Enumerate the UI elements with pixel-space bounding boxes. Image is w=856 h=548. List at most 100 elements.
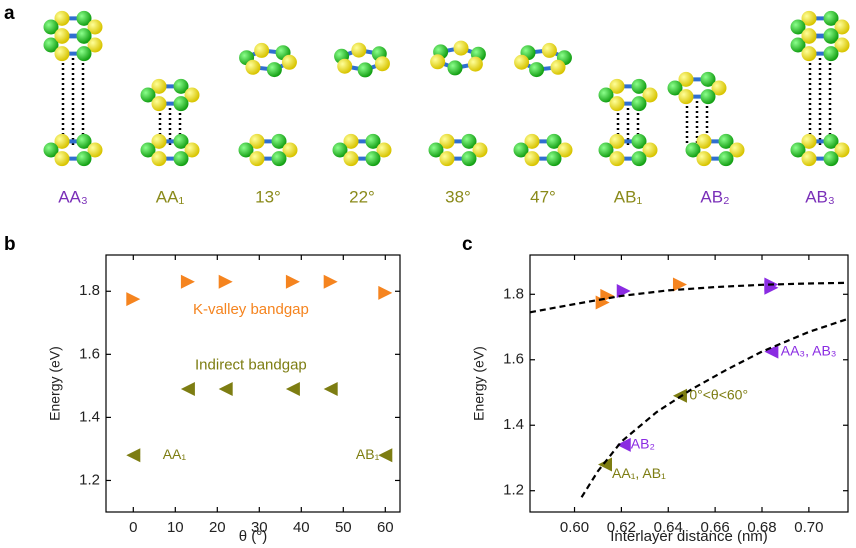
atom	[254, 43, 269, 58]
structures	[44, 11, 850, 166]
structure-label: AB₁	[614, 187, 643, 206]
data-point	[324, 382, 338, 396]
atom	[174, 151, 189, 166]
atom	[529, 62, 544, 77]
atom	[344, 151, 359, 166]
atom	[632, 96, 647, 111]
x-tick-label: 20	[209, 519, 226, 536]
structure-label: 47°	[530, 187, 556, 206]
atom	[701, 89, 716, 104]
atom	[358, 62, 373, 77]
atom	[152, 151, 167, 166]
data-point	[181, 275, 195, 289]
x-tick-label: 0.60	[560, 519, 589, 536]
atom	[679, 89, 694, 104]
atom	[462, 151, 477, 166]
atom	[514, 55, 529, 70]
atom	[453, 41, 468, 56]
data-point	[181, 382, 195, 396]
atom	[366, 151, 381, 166]
annotation: K-valley bandgap	[193, 301, 309, 318]
x-tick-label: 0.70	[794, 519, 823, 536]
atom	[174, 96, 189, 111]
data-point	[286, 275, 300, 289]
x-tick-label: 10	[167, 519, 184, 536]
annotation: AB₁	[356, 446, 380, 462]
atom	[802, 28, 817, 43]
atom	[440, 151, 455, 166]
data-point	[600, 289, 614, 303]
data-point	[324, 275, 338, 289]
x-axis-label: Interlayer distance (nm)	[610, 528, 768, 545]
y-axis-label: Energy (eV)	[47, 346, 63, 421]
structure-label: AA₁	[156, 187, 185, 206]
atom	[77, 151, 92, 166]
atom	[610, 151, 625, 166]
atom	[245, 60, 260, 75]
figure: a AA₃AA₁13°22°38°47°AB₁AB₂AB₃b0102030405…	[0, 0, 856, 548]
atom	[77, 46, 92, 61]
y-tick-label: 1.2	[503, 482, 524, 499]
x-axis-label: θ (°)	[239, 528, 268, 545]
x-tick-label: 50	[335, 519, 352, 536]
annotation: AB₂	[631, 436, 655, 452]
annotation: AA₃, AB₃	[781, 342, 837, 358]
atom	[525, 151, 540, 166]
y-tick-label: 1.8	[79, 282, 100, 299]
y-axis-label: Energy (eV)	[471, 346, 487, 421]
atom	[375, 56, 390, 71]
atom	[824, 46, 839, 61]
y-tick-label: 1.2	[79, 471, 100, 488]
atom	[448, 60, 463, 75]
atom	[55, 46, 70, 61]
panel-label: c	[462, 234, 473, 255]
data-point	[286, 382, 300, 396]
atom	[250, 151, 265, 166]
structure-label: 13°	[255, 187, 281, 206]
plot-frame	[530, 255, 848, 512]
y-tick-label: 1.8	[503, 285, 524, 302]
atom	[152, 96, 167, 111]
x-tick-label: 60	[377, 519, 394, 536]
y-tick-label: 1.6	[79, 345, 100, 362]
panel-label: a	[4, 3, 15, 24]
plot-frame	[106, 255, 400, 512]
atom	[632, 151, 647, 166]
atom	[430, 54, 445, 69]
data-point	[126, 448, 140, 462]
data-point	[219, 275, 233, 289]
atom	[547, 151, 562, 166]
y-tick-label: 1.6	[503, 351, 524, 368]
panel-label: b	[4, 234, 16, 255]
atom	[551, 60, 566, 75]
x-tick-label: 40	[293, 519, 310, 536]
annotation: AA₁, AB₁	[612, 465, 666, 481]
atom	[337, 59, 352, 74]
data-point	[126, 292, 140, 306]
atom	[351, 43, 366, 58]
annotation: 0°<θ<60°	[689, 386, 748, 402]
y-tick-label: 1.4	[503, 416, 524, 433]
atom	[542, 43, 557, 58]
y-tick-label: 1.4	[79, 408, 100, 425]
structure-label: 38°	[445, 187, 471, 206]
data-point	[378, 286, 392, 300]
data-point	[219, 382, 233, 396]
structure-label: AB₃	[805, 187, 835, 206]
x-tick-label: 0	[129, 519, 137, 536]
atom	[697, 151, 712, 166]
atom	[55, 28, 70, 43]
atom	[55, 151, 70, 166]
structure-label: 22°	[349, 187, 375, 206]
structure-label: AB₂	[700, 187, 729, 206]
atom	[610, 96, 625, 111]
data-point	[378, 448, 392, 462]
atom	[802, 151, 817, 166]
atom	[802, 46, 817, 61]
atom	[272, 151, 287, 166]
atom	[468, 57, 483, 72]
atom	[719, 151, 734, 166]
atom	[77, 28, 92, 43]
annotation: Indirect bandgap	[195, 356, 307, 373]
fit-curve	[530, 283, 848, 312]
